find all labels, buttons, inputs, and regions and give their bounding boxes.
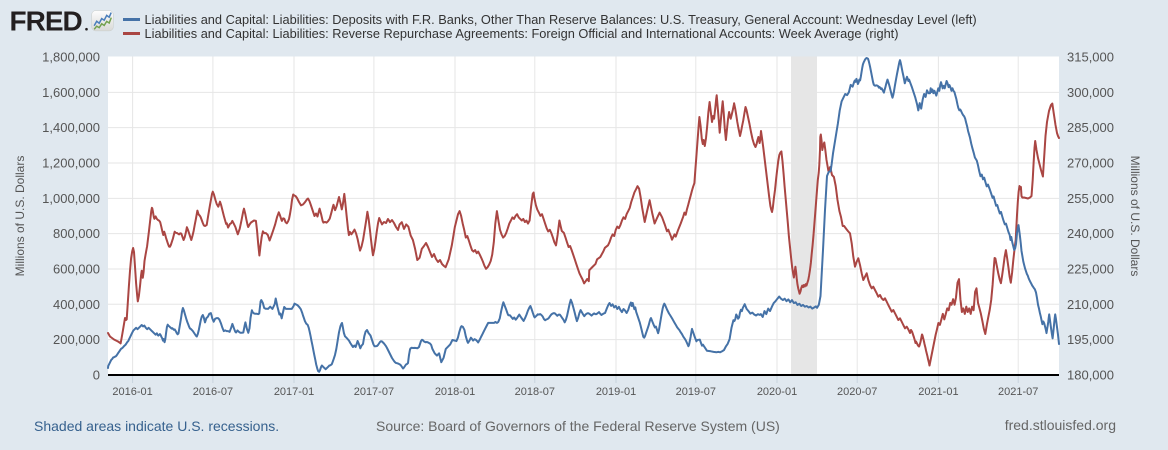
svg-text:2021-01: 2021-01 (918, 386, 958, 398)
svg-text:Shaded areas indicate U.S. rec: Shaded areas indicate U.S. recessions. (34, 418, 279, 434)
svg-text:285,000: 285,000 (1067, 120, 1114, 135)
svg-text:195,000: 195,000 (1067, 332, 1114, 347)
svg-text:2018-01: 2018-01 (435, 386, 475, 398)
svg-text:1,800,000: 1,800,000 (42, 50, 100, 65)
svg-text:1,000,000: 1,000,000 (42, 191, 100, 206)
svg-text:240,000: 240,000 (1067, 226, 1114, 241)
svg-text:315,000: 315,000 (1067, 50, 1114, 65)
svg-text:225,000: 225,000 (1067, 262, 1114, 277)
svg-text:Millions of U.S. Dollars: Millions of U.S. Dollars (13, 156, 27, 277)
svg-text:600,000: 600,000 (53, 262, 100, 277)
svg-text:180,000: 180,000 (1067, 368, 1114, 383)
svg-text:400,000: 400,000 (53, 297, 100, 312)
svg-text:210,000: 210,000 (1067, 297, 1114, 312)
svg-text:Source: Board of Governors of: Source: Board of Governors of the Federa… (376, 418, 780, 434)
svg-text:1,200,000: 1,200,000 (42, 156, 100, 171)
svg-text:270,000: 270,000 (1067, 156, 1114, 171)
svg-text:200,000: 200,000 (53, 332, 100, 347)
svg-text:2017-07: 2017-07 (354, 386, 394, 398)
svg-text:Millions of U.S. Dollars: Millions of U.S. Dollars (1128, 156, 1142, 277)
svg-text:2020-01: 2020-01 (757, 386, 797, 398)
svg-text:2019-07: 2019-07 (676, 386, 716, 398)
svg-text:1,600,000: 1,600,000 (42, 85, 100, 100)
svg-text:2021-07: 2021-07 (998, 386, 1038, 398)
svg-text:255,000: 255,000 (1067, 191, 1114, 206)
svg-text:0: 0 (93, 368, 100, 383)
svg-text:FRED: FRED (10, 6, 83, 37)
svg-text:2017-01: 2017-01 (274, 386, 314, 398)
svg-text:300,000: 300,000 (1067, 85, 1114, 100)
svg-text:2016-01: 2016-01 (112, 386, 152, 398)
svg-text:1,400,000: 1,400,000 (42, 120, 100, 135)
svg-text:800,000: 800,000 (53, 226, 100, 241)
svg-text:Liabilities and Capital: Liabi: Liabilities and Capital: Liabilities: Re… (145, 26, 899, 41)
svg-text:2018-07: 2018-07 (515, 386, 555, 398)
svg-text:fred.stlouisfed.org: fred.stlouisfed.org (1005, 417, 1116, 433)
svg-text:2019-01: 2019-01 (596, 386, 636, 398)
svg-text:Liabilities and Capital: Liabi: Liabilities and Capital: Liabilities: De… (145, 12, 977, 27)
svg-text:2016-07: 2016-07 (193, 386, 233, 398)
svg-text:2020-07: 2020-07 (837, 386, 877, 398)
